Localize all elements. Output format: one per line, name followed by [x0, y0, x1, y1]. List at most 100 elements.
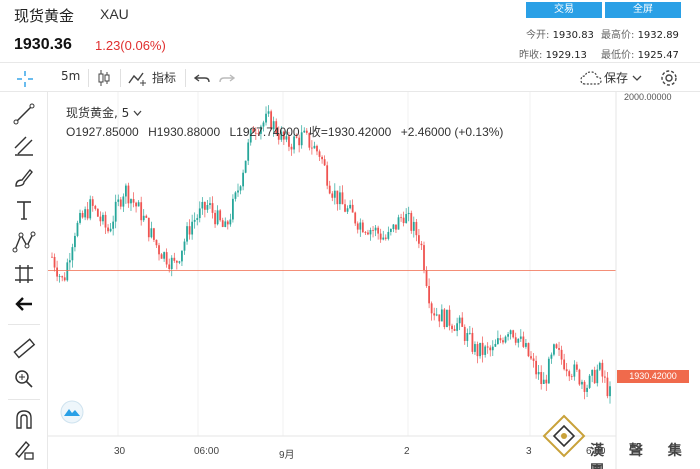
- candle-body: [525, 343, 527, 347]
- candle-body: [374, 227, 377, 231]
- candle-body: [466, 332, 469, 341]
- pattern-icon[interactable]: [12, 230, 36, 254]
- candle-body: [175, 260, 178, 263]
- ruler-icon[interactable]: [12, 336, 36, 360]
- candle-body: [102, 214, 104, 222]
- candle-body: [410, 212, 413, 231]
- magnet-icon[interactable]: [12, 408, 36, 432]
- add-indicator-icon[interactable]: [128, 69, 148, 87]
- interval-selector[interactable]: 5m: [61, 69, 81, 83]
- candle-body: [295, 136, 298, 138]
- candle-body: [568, 371, 571, 377]
- candle-body: [56, 267, 58, 277]
- pencil-lock-icon[interactable]: [12, 438, 36, 462]
- candle-body: [598, 362, 601, 370]
- save-button[interactable]: 保存: [604, 71, 629, 85]
- candle-body: [198, 208, 201, 219]
- candle-body: [74, 235, 76, 248]
- chevron-down-icon[interactable]: [133, 109, 142, 117]
- candle-body: [252, 129, 255, 133]
- stat-high-label: 最高价:: [601, 30, 635, 41]
- candle-body: [458, 317, 461, 324]
- chevron-down-icon[interactable]: [632, 69, 642, 87]
- cloud-save-icon[interactable]: [580, 69, 602, 87]
- candle-body: [377, 227, 380, 234]
- watermark-logo: [542, 414, 586, 458]
- candle-body: [550, 354, 553, 359]
- candlestick-series: [51, 105, 611, 404]
- candle-body: [463, 326, 466, 341]
- candle-body: [114, 201, 117, 222]
- candle-body: [509, 330, 512, 335]
- stat-prev-close-label: 昨收:: [519, 50, 543, 61]
- trade-button[interactable]: 交易: [526, 2, 602, 18]
- candle-body: [160, 254, 163, 259]
- candle-body: [517, 338, 520, 343]
- candle-body: [593, 369, 596, 384]
- back-arrow-icon[interactable]: [12, 292, 36, 316]
- candle-body: [124, 185, 127, 197]
- candle-body: [206, 204, 209, 210]
- candle-body: [221, 220, 224, 227]
- measure-icon[interactable]: [12, 262, 36, 286]
- candle-body: [596, 369, 599, 384]
- candle-body: [535, 360, 538, 375]
- text-icon[interactable]: [12, 198, 36, 222]
- candle-body: [532, 358, 535, 361]
- stat-low-label: 最低价:: [601, 50, 635, 61]
- candle-body: [323, 159, 326, 166]
- ohlc-close: 收=1930.42000: [308, 125, 392, 139]
- candle-body: [58, 276, 61, 277]
- candle-body: [267, 111, 270, 114]
- candle-body: [547, 358, 550, 384]
- fib-tool-icon[interactable]: [12, 134, 36, 158]
- candle-body: [321, 156, 323, 160]
- trend-line-icon[interactable]: [12, 102, 36, 126]
- undo-icon[interactable]: [194, 69, 210, 87]
- chart-logo-icon[interactable]: [57, 400, 87, 424]
- candle-body: [191, 221, 194, 235]
- legend-symbol: 现货黄金, 5: [66, 106, 130, 120]
- price-chart[interactable]: [48, 92, 700, 469]
- brush-icon[interactable]: [12, 166, 36, 190]
- candle-body: [71, 247, 74, 261]
- candle-body: [119, 199, 122, 207]
- stat-prev-close: 昨收: 1929.13: [519, 46, 587, 61]
- candle-body: [382, 237, 385, 240]
- candle-body: [494, 343, 497, 347]
- x-tick-label: 06:00: [194, 446, 220, 457]
- candle-body: [232, 198, 234, 220]
- ohlc-change: +2.46000 (+0.13%): [400, 125, 504, 139]
- crosshair-icon[interactable]: [16, 70, 34, 88]
- candle-body: [275, 121, 278, 134]
- candle-body: [51, 256, 53, 258]
- candle-body: [53, 256, 56, 268]
- candle-body: [181, 250, 183, 262]
- candle-body: [66, 262, 69, 281]
- price-change: 1.23(0.06%): [95, 38, 166, 53]
- candle-body: [545, 379, 548, 384]
- zoom-in-icon[interactable]: [12, 367, 36, 391]
- candle-body: [201, 202, 204, 209]
- chart-legend-title[interactable]: 现货黄金, 5: [66, 104, 142, 121]
- indicators-button[interactable]: 指标: [152, 71, 177, 85]
- ohlc-low: L1927.74000: [229, 125, 300, 139]
- candle-body: [318, 151, 321, 157]
- x-tick-label: 2: [404, 446, 410, 457]
- candle-body: [290, 146, 293, 150]
- candle-body: [491, 346, 494, 351]
- candle-body: [504, 336, 507, 343]
- candle-body: [514, 337, 517, 343]
- candle-body: [387, 231, 390, 239]
- redo-icon[interactable]: [219, 69, 235, 87]
- candle-body: [308, 132, 311, 148]
- settings-icon[interactable]: [660, 69, 678, 87]
- candle-body: [140, 202, 143, 221]
- candle-body: [280, 131, 283, 140]
- candle-body: [147, 217, 150, 238]
- rail-divider: [8, 399, 40, 400]
- fullscreen-button[interactable]: 全屏: [605, 2, 681, 18]
- candle-type-icon[interactable]: [97, 69, 111, 87]
- candle-body: [420, 243, 423, 246]
- candle-body: [247, 142, 250, 161]
